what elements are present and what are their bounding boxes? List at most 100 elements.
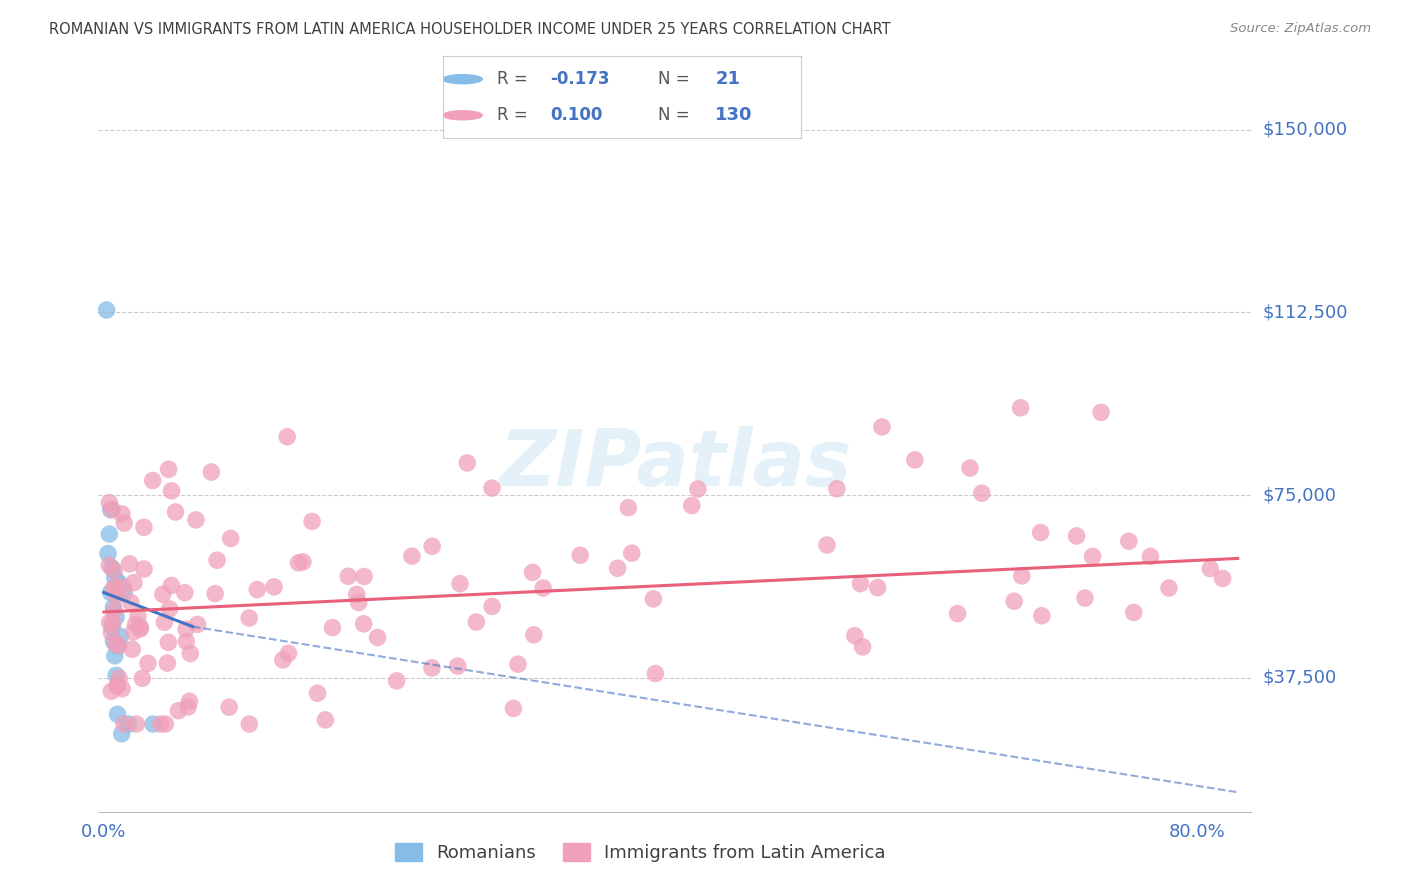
Point — [825, 482, 848, 496]
Point — [136, 657, 159, 671]
Point — [132, 562, 155, 576]
Point — [98, 495, 121, 509]
Point — [96, 303, 118, 318]
Text: N =: N = — [658, 106, 695, 124]
Point — [502, 701, 524, 715]
Point — [420, 540, 443, 554]
Point — [104, 637, 127, 651]
Point — [246, 582, 269, 597]
Point — [401, 549, 423, 563]
Point — [98, 558, 121, 573]
Point — [132, 520, 155, 534]
Point — [100, 684, 122, 698]
Point — [346, 587, 368, 601]
Point — [686, 482, 709, 496]
Point — [904, 453, 927, 467]
Point — [481, 599, 503, 614]
Point — [465, 615, 488, 629]
Text: N =: N = — [658, 70, 695, 88]
Point — [620, 546, 643, 560]
Point — [100, 502, 122, 516]
Point — [569, 548, 592, 562]
Text: -0.173: -0.173 — [551, 70, 610, 88]
Point — [447, 659, 470, 673]
Point — [108, 639, 131, 653]
Point — [157, 462, 180, 476]
Text: 130: 130 — [716, 106, 752, 124]
Point — [271, 653, 294, 667]
Point — [142, 474, 165, 488]
Point — [111, 507, 134, 521]
Text: $112,500: $112,500 — [1263, 303, 1348, 321]
Point — [522, 566, 544, 580]
Point — [946, 607, 969, 621]
Point — [205, 553, 228, 567]
Point — [291, 555, 314, 569]
Point — [101, 615, 124, 630]
Point — [101, 502, 124, 516]
Point — [167, 704, 190, 718]
Point — [1199, 561, 1222, 575]
Text: ZIPatlas: ZIPatlas — [499, 425, 851, 502]
Point — [153, 615, 176, 630]
Point — [103, 634, 125, 648]
Point — [97, 547, 120, 561]
Point — [1081, 549, 1104, 564]
Text: ROMANIAN VS IMMIGRANTS FROM LATIN AMERICA HOUSEHOLDER INCOME UNDER 25 YEARS CORR: ROMANIAN VS IMMIGRANTS FROM LATIN AMERIC… — [49, 22, 891, 37]
Point — [105, 679, 128, 693]
Point — [149, 717, 172, 731]
Point — [121, 642, 143, 657]
Point — [104, 571, 127, 585]
Point — [107, 639, 129, 653]
Point — [142, 717, 165, 731]
Point — [100, 585, 122, 599]
Point — [131, 671, 153, 685]
Point — [101, 619, 124, 633]
Legend: Romanians, Immigrants from Latin America: Romanians, Immigrants from Latin America — [388, 836, 893, 870]
Point — [108, 575, 131, 590]
Point — [117, 717, 139, 731]
Point — [118, 557, 141, 571]
Point — [367, 631, 389, 645]
Point — [866, 581, 889, 595]
Point — [104, 648, 127, 663]
Point — [179, 694, 201, 708]
Point — [184, 513, 207, 527]
Point — [1002, 594, 1025, 608]
Point — [179, 647, 201, 661]
Text: R =: R = — [496, 106, 538, 124]
Point — [301, 515, 323, 529]
Point — [1010, 401, 1032, 415]
Point — [173, 585, 195, 599]
Point — [815, 538, 838, 552]
Point — [105, 668, 128, 682]
Point — [456, 456, 478, 470]
Point — [1090, 405, 1112, 419]
Point — [959, 461, 981, 475]
Point — [105, 610, 128, 624]
Point — [103, 564, 125, 578]
Text: Source: ZipAtlas.com: Source: ZipAtlas.com — [1230, 22, 1371, 36]
Point — [970, 486, 993, 500]
Point — [531, 581, 554, 595]
Point — [287, 556, 309, 570]
Point — [277, 646, 299, 660]
Point — [1074, 591, 1097, 606]
Point — [112, 580, 135, 594]
Point — [156, 656, 179, 670]
Point — [1011, 569, 1033, 583]
Point — [160, 483, 183, 498]
Point — [870, 420, 893, 434]
Point — [120, 595, 142, 609]
Point — [129, 622, 152, 636]
Point — [112, 516, 135, 530]
Point — [844, 629, 866, 643]
Text: $37,500: $37,500 — [1263, 669, 1337, 687]
Point — [219, 532, 242, 546]
Point — [103, 603, 125, 617]
Point — [105, 588, 128, 602]
Point — [204, 587, 226, 601]
Point — [481, 481, 503, 495]
Point — [238, 717, 260, 731]
Point — [112, 717, 135, 731]
